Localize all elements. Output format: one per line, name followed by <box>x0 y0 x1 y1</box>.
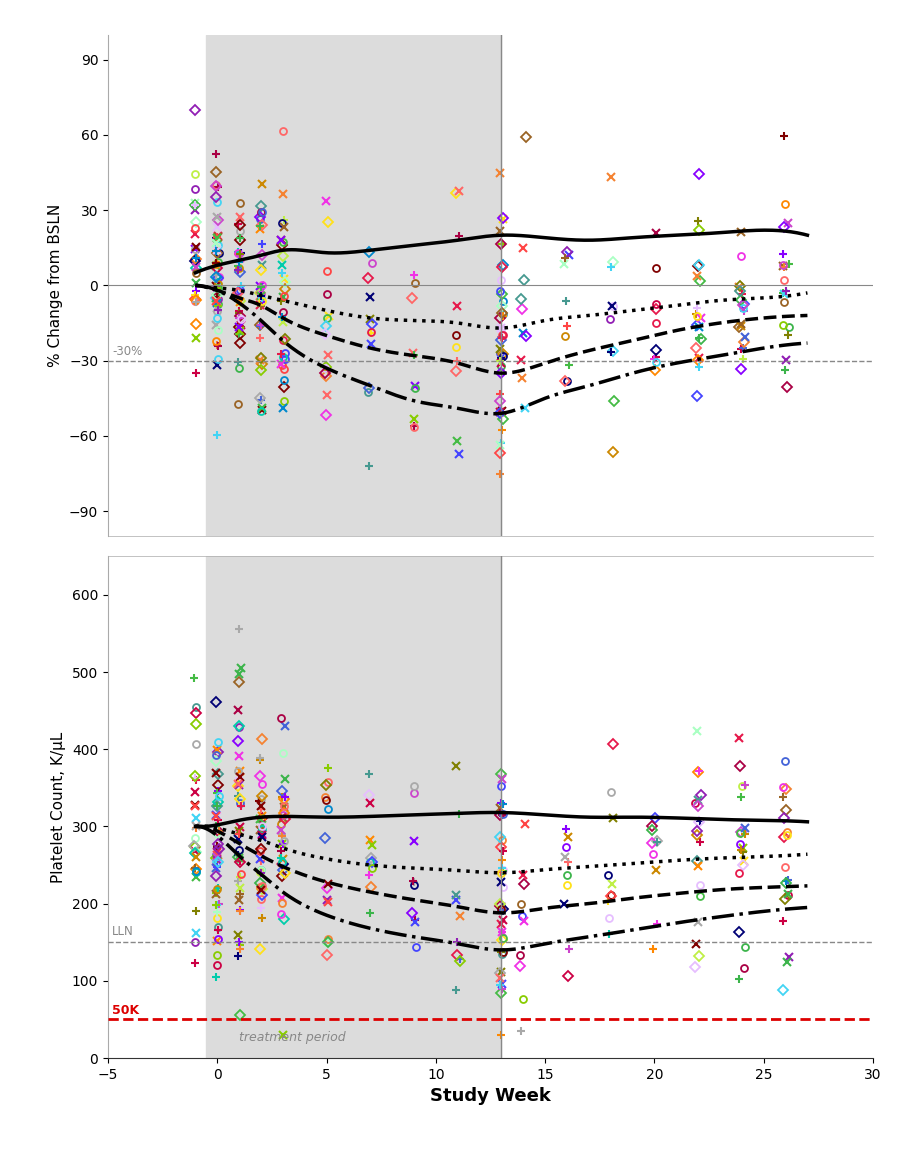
X-axis label: Study Week: Study Week <box>430 1087 551 1105</box>
Bar <box>206 557 501 1058</box>
Y-axis label: Platelet Count, K/μL: Platelet Count, K/μL <box>51 731 67 883</box>
Bar <box>206 34 501 536</box>
Text: 50K: 50K <box>112 1004 140 1017</box>
Y-axis label: % Change from BSLN: % Change from BSLN <box>49 204 64 367</box>
Text: LLN: LLN <box>112 926 134 938</box>
Text: treatment period: treatment period <box>239 1032 346 1044</box>
Text: -30%: -30% <box>112 345 142 358</box>
